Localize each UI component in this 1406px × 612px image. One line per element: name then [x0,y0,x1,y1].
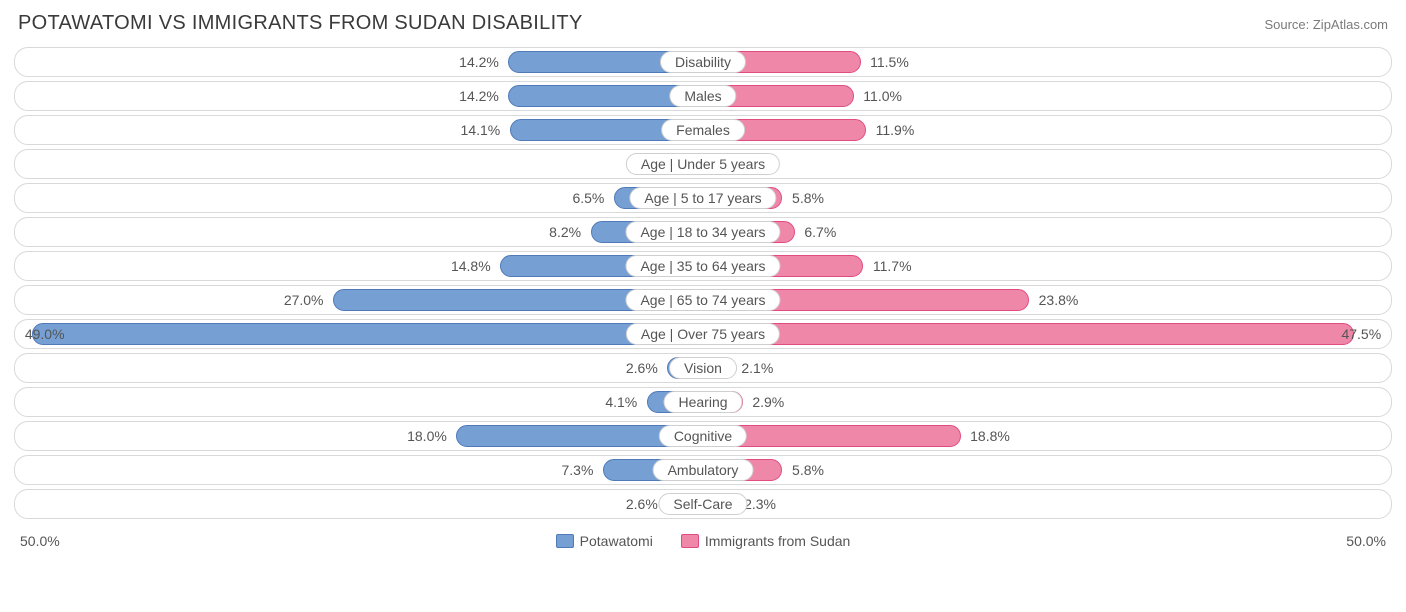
value-right: 11.5% [870,54,909,70]
value-right: 5.8% [792,462,824,478]
value-right: 6.7% [804,224,836,240]
chart-row: 14.8% 11.7% Age | 35 to 64 years [14,251,1392,281]
value-left: 4.1% [605,394,637,410]
row-label: Age | 5 to 17 years [629,187,776,209]
value-left: 14.2% [459,54,499,70]
bar-right [703,323,1354,345]
row-label: Age | Under 5 years [626,153,780,175]
legend-right-label: Immigrants from Sudan [705,533,851,549]
chart-row: 8.2% 6.7% Age | 18 to 34 years [14,217,1392,247]
axis-left-max: 50.0% [0,533,200,549]
value-right: 2.1% [741,360,773,376]
chart-body: 14.2% 11.5% Disability 14.2% 11.0% Males 14.1%… [0,45,1406,529]
row-label: Hearing [663,391,742,413]
chart-row: 18.0% 18.8% Cognitive [14,421,1392,451]
value-right: 2.9% [752,394,784,410]
chart-row: 2.6% 2.3%Self-Care [14,489,1392,519]
chart-row: 7.3% 5.8% Ambulatory [14,455,1392,485]
row-label: Males [669,85,736,107]
chart-source: Source: ZipAtlas.com [1264,17,1388,32]
legend-left-label: Potawatomi [580,533,653,549]
row-label: Age | 35 to 64 years [625,255,780,277]
chart-row: 49.0% 47.5% Age | Over 75 years [14,319,1392,349]
value-left: 2.6% [626,496,658,512]
row-label: Self-Care [658,493,747,515]
legend-right-swatch [681,534,699,548]
value-right: 11.7% [873,258,912,274]
chart-row: 14.1% 11.9% Females [14,115,1392,145]
row-label: Age | Over 75 years [626,323,780,345]
value-left: 49.0% [25,326,65,342]
chart-row: 4.1% 2.9% Hearing [14,387,1392,417]
row-label: Disability [660,51,746,73]
value-right: 23.8% [1039,292,1079,308]
legend-left-swatch [556,534,574,548]
row-label: Females [661,119,745,141]
row-label: Ambulatory [653,459,754,481]
value-left: 8.2% [549,224,581,240]
value-right: 47.5% [1341,326,1381,342]
row-label: Cognitive [659,425,747,447]
legend: Potawatomi Immigrants from Sudan [200,533,1206,549]
chart-header: POTAWATOMI VS IMMIGRANTS FROM SUDAN DISA… [0,0,1406,45]
value-left: 27.0% [284,292,324,308]
chart-footer: 50.0% Potawatomi Immigrants from Sudan 5… [0,529,1406,549]
value-right: 5.8% [792,190,824,206]
chart-row: 6.5% 5.8% Age | 5 to 17 years [14,183,1392,213]
chart-row: 2.6% 2.1%Vision [14,353,1392,383]
chart-row: 14.2% 11.0% Males [14,81,1392,111]
value-right: 11.0% [863,88,902,104]
legend-left: Potawatomi [556,533,653,549]
row-label: Age | 65 to 74 years [625,289,780,311]
legend-right: Immigrants from Sudan [681,533,851,549]
row-label: Vision [669,357,737,379]
chart-title: POTAWATOMI VS IMMIGRANTS FROM SUDAN DISA… [18,12,583,35]
chart-row: 14.2% 11.5% Disability [14,47,1392,77]
chart-row: 1.4%1.3%Age | Under 5 years [14,149,1392,179]
value-right: 2.3% [744,496,776,512]
value-left: 6.5% [572,190,604,206]
value-left: 14.1% [461,122,501,138]
value-left: 14.2% [459,88,499,104]
value-left: 7.3% [561,462,593,478]
value-left: 14.8% [451,258,491,274]
bar-left [32,323,703,345]
row-label: Age | 18 to 34 years [625,221,780,243]
axis-right-max: 50.0% [1206,533,1406,549]
value-right: 18.8% [970,428,1010,444]
value-left: 2.6% [626,360,658,376]
value-left: 18.0% [407,428,447,444]
chart-row: 27.0% 23.8% Age | 65 to 74 years [14,285,1392,315]
value-right: 11.9% [876,122,915,138]
